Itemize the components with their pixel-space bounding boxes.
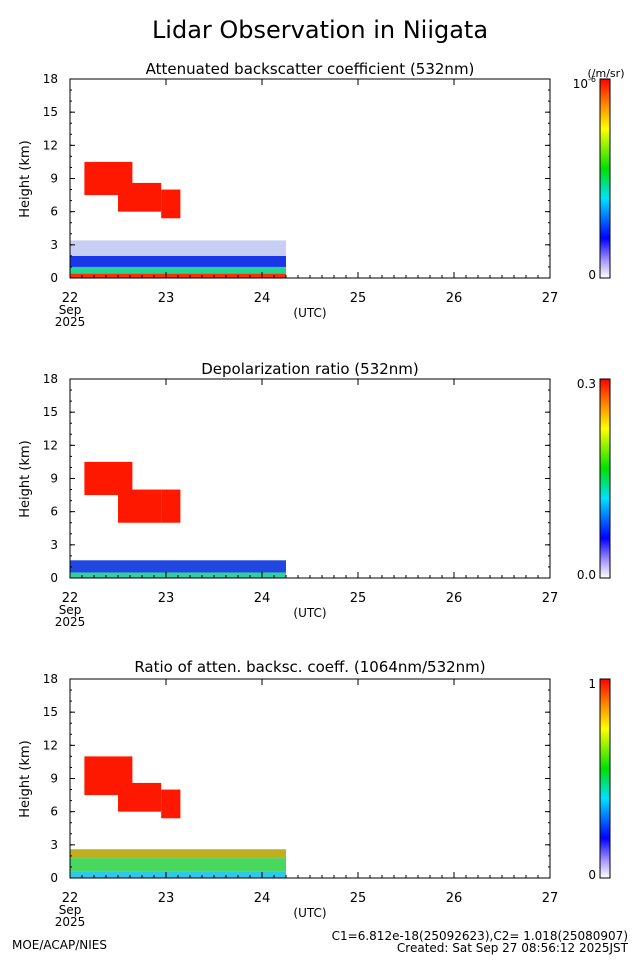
y-tick-label: 12 xyxy=(43,738,58,752)
x-tick-label: 22 xyxy=(62,891,79,906)
colorbar-min: 0.0 xyxy=(577,568,596,582)
y-tick-label: 15 xyxy=(43,405,58,419)
x-axis-label: (UTC) xyxy=(293,606,326,620)
y-tick-label: 18 xyxy=(43,672,58,686)
x-year-label: 2025 xyxy=(55,315,86,329)
x-year-label: 2025 xyxy=(55,615,86,629)
data-region-cloud-band-2 xyxy=(118,489,162,523)
x-tick-label: 27 xyxy=(542,291,559,306)
x-month-label: Sep xyxy=(59,303,82,317)
data-region-boundary-layer-green xyxy=(70,266,286,274)
data-region-boundary-layer-green xyxy=(70,858,286,872)
panel-title-depolarization: Depolarization ratio (532nm) xyxy=(201,360,419,378)
footer-org: MOE/ACAP/NIES xyxy=(12,938,107,952)
y-tick-label: 9 xyxy=(50,772,58,786)
y-tick-label: 6 xyxy=(50,505,58,519)
plot-frame xyxy=(69,678,551,879)
x-tick-label: 25 xyxy=(350,891,367,906)
data-region-cloud-band-3 xyxy=(161,789,181,819)
data-region-cloud-band-2 xyxy=(118,182,162,212)
panel-backscatter: Attenuated backscatter coefficient (532n… xyxy=(18,60,624,329)
x-tick-label: 23 xyxy=(158,291,175,306)
x-tick-label: 26 xyxy=(446,891,463,906)
x-tick-label: 24 xyxy=(254,891,271,906)
y-tick-label: 18 xyxy=(43,372,58,386)
colorbar-max: 10-6 xyxy=(573,75,596,91)
colorbar-max: 0.3 xyxy=(577,377,596,391)
y-tick-label: 9 xyxy=(50,472,58,486)
x-month-label: Sep xyxy=(59,603,82,617)
data-region-boundary-layer-yellow xyxy=(70,849,286,859)
y-tick-label: 0 xyxy=(50,871,58,885)
colorbar-max: 1 xyxy=(588,677,596,691)
x-axis-label: (UTC) xyxy=(293,906,326,920)
x-tick-label: 27 xyxy=(542,891,559,906)
footer-created: Created: Sat Sep 27 08:56:12 2025JST xyxy=(397,941,629,955)
data-region-boundary-layer-blue xyxy=(70,255,286,267)
x-tick-label: 26 xyxy=(446,291,463,306)
y-tick-label: 3 xyxy=(50,238,58,252)
y-tick-label: 0 xyxy=(50,271,58,285)
x-tick-label: 26 xyxy=(446,591,463,606)
panel-color-ratio: Ratio of atten. backsc. coeff. (1064nm/5… xyxy=(18,658,611,929)
y-tick-label: 12 xyxy=(43,438,58,452)
footer-calibration: C1=6.812e-18(25092623),C2= 1.018(2508090… xyxy=(332,929,628,943)
y-tick-label: 6 xyxy=(50,805,58,819)
y-axis-label: Height (km) xyxy=(18,740,33,817)
panel-title-backscatter: Attenuated backscatter coefficient (532n… xyxy=(146,60,475,78)
y-axis-label: Height (km) xyxy=(18,440,33,517)
colorbar xyxy=(599,678,611,879)
x-tick-label: 22 xyxy=(62,291,79,306)
x-tick-label: 27 xyxy=(542,591,559,606)
plot-frame xyxy=(69,378,551,579)
y-tick-label: 15 xyxy=(43,705,58,719)
colorbar-unit: (/m/sr) xyxy=(588,67,625,80)
colorbar-min: 0 xyxy=(588,268,596,282)
x-tick-label: 24 xyxy=(254,591,271,606)
x-tick-label: 23 xyxy=(158,891,175,906)
x-tick-label: 25 xyxy=(350,291,367,306)
data-region-cloud-band-3 xyxy=(161,189,181,219)
x-tick-label: 23 xyxy=(158,591,175,606)
x-year-label: 2025 xyxy=(55,915,86,929)
x-tick-label: 22 xyxy=(62,591,79,606)
data-region-cloud-band-2 xyxy=(118,782,162,812)
y-tick-label: 3 xyxy=(50,838,58,852)
data-region-cloud-band-3 xyxy=(161,489,181,523)
x-axis-label: (UTC) xyxy=(293,306,326,320)
colorbar xyxy=(599,78,611,279)
data-region-boundary-layer-blue xyxy=(70,560,286,573)
data-region-boundary-layer-cyan xyxy=(70,871,286,878)
panel-depolarization: Depolarization ratio (532nm) 0 3 6 9 12 15 18 2… xyxy=(18,360,611,629)
y-tick-label: 3 xyxy=(50,538,58,552)
colorbar xyxy=(599,378,611,579)
colorbar-min: 0 xyxy=(588,868,596,882)
x-tick-label: 24 xyxy=(254,291,271,306)
y-tick-label: 12 xyxy=(43,138,58,152)
y-tick-label: 0 xyxy=(50,571,58,585)
y-tick-label: 15 xyxy=(43,105,58,119)
y-tick-label: 18 xyxy=(43,72,58,86)
x-month-label: Sep xyxy=(59,903,82,917)
panel-title-color-ratio: Ratio of atten. backsc. coeff. (1064nm/5… xyxy=(134,658,485,676)
x-tick-label: 25 xyxy=(350,591,367,606)
y-tick-label: 6 xyxy=(50,205,58,219)
data-region-aerosol-haze xyxy=(70,240,286,256)
y-tick-label: 9 xyxy=(50,172,58,186)
main-title: Lidar Observation in Niigata xyxy=(152,16,488,44)
y-axis-label: Height (km) xyxy=(18,140,33,217)
